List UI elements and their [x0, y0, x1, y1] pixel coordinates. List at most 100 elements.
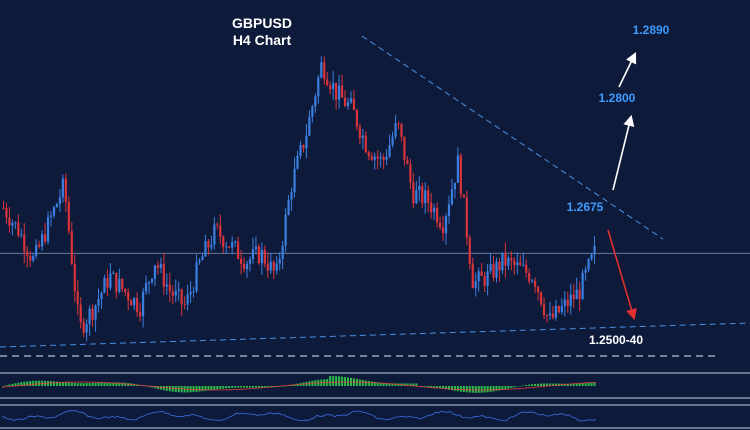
macd-bar	[17, 382, 20, 386]
candle-body	[397, 123, 400, 125]
candle-body	[418, 186, 421, 191]
candle-body	[441, 227, 445, 234]
macd-bar	[382, 382, 385, 386]
macd-bar	[522, 385, 525, 386]
candle-body	[242, 263, 246, 270]
candle-body	[349, 98, 353, 103]
candle-body	[49, 215, 53, 218]
candle-body	[61, 178, 64, 198]
candle-body	[332, 82, 335, 90]
macd-bar	[489, 386, 492, 392]
candle-body	[79, 304, 82, 322]
macd-bar	[513, 386, 516, 388]
macd-bar	[50, 381, 53, 386]
candle-body	[266, 263, 269, 271]
macd-bar	[430, 386, 433, 388]
candle-body	[480, 271, 483, 276]
macd-bar	[94, 382, 97, 386]
macd-bar	[231, 386, 234, 388]
candle-body	[373, 156, 376, 160]
macd-bar	[168, 386, 171, 392]
candle-body	[55, 203, 59, 208]
candle-body	[581, 272, 584, 300]
candle-body	[32, 256, 35, 261]
macd-bar	[11, 383, 14, 386]
candle-body	[308, 116, 311, 136]
candle-body	[38, 244, 41, 247]
candle-body	[388, 144, 391, 157]
candle-body	[430, 202, 433, 213]
macd-bar	[156, 386, 159, 389]
candle-body	[210, 244, 213, 248]
macd-bar	[2, 386, 5, 387]
macd-signal-line	[1, 381, 597, 391]
macd-bar	[581, 383, 584, 386]
candle-body	[189, 291, 192, 295]
candle-body	[127, 292, 130, 301]
candle-body	[510, 257, 513, 261]
candle-body	[320, 62, 323, 78]
macd-bar	[373, 381, 376, 386]
candle-body	[361, 135, 364, 139]
candle-body	[97, 299, 100, 306]
macd-bar	[584, 383, 587, 386]
macd-bar	[201, 386, 204, 392]
candle-body	[168, 284, 171, 292]
macd-bar	[29, 381, 32, 386]
chart-subtitle: H4 Chart	[233, 32, 292, 48]
candle-body	[391, 136, 394, 145]
candle-body	[403, 136, 406, 161]
candle-body	[367, 152, 370, 157]
macd-bar	[421, 386, 424, 387]
candle-body	[136, 298, 139, 313]
candle-body	[2, 207, 5, 209]
macd-bar	[124, 382, 127, 386]
candle-body	[305, 135, 308, 149]
macd-bar	[70, 382, 73, 386]
candle-body	[133, 298, 136, 306]
candle-body	[554, 306, 558, 318]
macd-bar	[150, 386, 153, 388]
macd-bar	[225, 386, 228, 389]
macd-bar	[251, 386, 254, 388]
macd-bar	[409, 383, 412, 386]
candle-body	[237, 241, 240, 259]
candle-body	[245, 263, 249, 270]
candle-body	[150, 278, 154, 282]
candle-body	[103, 277, 106, 293]
candle-body	[130, 300, 133, 306]
candle-body	[343, 97, 347, 107]
macd-bar	[575, 383, 578, 386]
macd-bar	[100, 382, 103, 386]
candle-body	[465, 197, 468, 238]
candle-body	[438, 222, 442, 228]
candle-body	[272, 261, 275, 271]
macd-bar	[551, 383, 554, 386]
macd-bar	[495, 386, 498, 391]
level-label-1-2890: 1.2890	[633, 23, 670, 37]
candle-body	[64, 178, 67, 202]
candle-body	[82, 321, 85, 333]
candle-body	[124, 288, 127, 293]
macd-bar	[385, 383, 388, 386]
candle-body	[195, 262, 198, 292]
macd-bar	[480, 386, 483, 393]
candle-body	[281, 245, 284, 259]
macd-bar	[543, 383, 546, 386]
candle-body	[498, 261, 501, 271]
macd-bar	[246, 386, 249, 388]
candle-body	[147, 281, 151, 284]
candle-body	[293, 168, 296, 193]
candle-body	[94, 305, 97, 320]
candle-body	[58, 197, 62, 204]
candle-body	[528, 272, 531, 282]
macd-bar	[192, 386, 195, 393]
macd-bar	[388, 383, 391, 386]
reference-lines	[0, 252, 750, 357]
macd-bar	[162, 386, 165, 391]
candle-body	[213, 224, 216, 245]
macd-bar	[82, 383, 85, 386]
macd-bar	[593, 382, 596, 386]
candle-body	[364, 135, 367, 153]
